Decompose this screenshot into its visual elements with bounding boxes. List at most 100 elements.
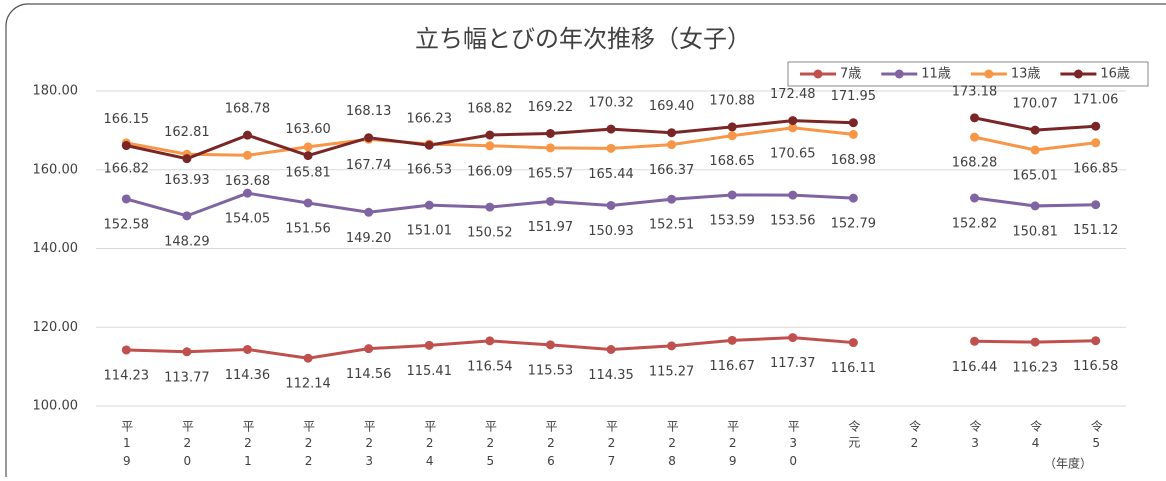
legend-label: 16歳 bbox=[1100, 67, 1130, 82]
data-label: 115.53 bbox=[528, 363, 574, 378]
data-label: 168.82 bbox=[467, 102, 513, 117]
data-label: 152.51 bbox=[649, 218, 695, 233]
point bbox=[121, 194, 131, 204]
data-label: 165.01 bbox=[1012, 169, 1058, 184]
data-label: 162.81 bbox=[164, 125, 210, 140]
point bbox=[1091, 121, 1101, 131]
data-label: 151.97 bbox=[528, 220, 574, 235]
data-label: 168.13 bbox=[346, 104, 392, 119]
point bbox=[970, 193, 980, 203]
data-label: 165.44 bbox=[588, 167, 634, 182]
x-tick-label: 令元 bbox=[847, 419, 861, 452]
y-tick-label: 120.00 bbox=[33, 320, 79, 335]
x-tick-label: 平24 bbox=[423, 420, 437, 472]
y-tick-label: 160.00 bbox=[33, 162, 79, 177]
x-tick-label: 令3 bbox=[968, 419, 982, 454]
data-label: 163.93 bbox=[164, 173, 210, 188]
point bbox=[485, 130, 495, 140]
data-label: 166.37 bbox=[649, 163, 695, 178]
data-label: 167.74 bbox=[346, 158, 392, 173]
point bbox=[667, 128, 677, 138]
point bbox=[303, 142, 313, 152]
data-label: 115.41 bbox=[406, 364, 452, 379]
data-label: 151.12 bbox=[1073, 223, 1119, 238]
x-tick-label: 令5 bbox=[1089, 419, 1103, 454]
data-label: 154.05 bbox=[225, 212, 271, 227]
data-label: 116.11 bbox=[831, 361, 877, 376]
point bbox=[364, 207, 374, 217]
x-tick-label: 平30 bbox=[786, 420, 800, 472]
point bbox=[606, 124, 616, 134]
point bbox=[545, 340, 555, 350]
x-tick-label: 平28 bbox=[665, 420, 679, 472]
data-label: 168.28 bbox=[952, 156, 998, 171]
data-label: 170.88 bbox=[709, 93, 755, 108]
x-tick-label: 平23 bbox=[362, 420, 376, 472]
point bbox=[970, 336, 980, 346]
point bbox=[1030, 145, 1040, 155]
data-label: 168.98 bbox=[831, 153, 877, 168]
x-tick-label: 平26 bbox=[544, 420, 558, 472]
data-label: 116.54 bbox=[467, 359, 513, 374]
x-tick-label: 平25 bbox=[483, 420, 497, 472]
point bbox=[848, 129, 858, 139]
data-label: 166.82 bbox=[104, 161, 150, 176]
point bbox=[848, 338, 858, 348]
point bbox=[667, 194, 677, 204]
y-tick-label: 100.00 bbox=[33, 399, 79, 414]
point bbox=[364, 344, 374, 354]
legend-label: 7歳 bbox=[840, 67, 861, 82]
data-label: 148.29 bbox=[164, 234, 210, 249]
point bbox=[606, 143, 616, 153]
point bbox=[667, 140, 677, 150]
x-tick-label: 平20 bbox=[180, 420, 194, 472]
point bbox=[242, 188, 252, 198]
point bbox=[970, 113, 980, 123]
point bbox=[1030, 125, 1040, 135]
data-label: 171.95 bbox=[831, 89, 877, 104]
legend-swatch bbox=[813, 69, 823, 79]
data-label: 115.27 bbox=[649, 364, 695, 379]
data-label: 166.15 bbox=[104, 112, 150, 127]
x-tick-label: 令4 bbox=[1029, 419, 1043, 454]
point bbox=[727, 122, 737, 132]
data-label: 150.93 bbox=[588, 224, 634, 239]
data-label: 169.40 bbox=[649, 99, 695, 114]
x-tick-label: 令2 bbox=[907, 419, 921, 454]
data-label: 116.44 bbox=[952, 360, 998, 375]
data-label: 152.82 bbox=[952, 217, 998, 232]
point bbox=[727, 190, 737, 200]
point bbox=[545, 196, 555, 206]
legend-label: 13歳 bbox=[1011, 67, 1041, 82]
point bbox=[788, 123, 798, 133]
point bbox=[727, 131, 737, 141]
point bbox=[182, 154, 192, 164]
point bbox=[242, 344, 252, 354]
point bbox=[424, 140, 434, 150]
point bbox=[121, 141, 131, 151]
point bbox=[485, 202, 495, 212]
legend-swatch bbox=[894, 69, 904, 79]
data-label: 166.85 bbox=[1073, 161, 1119, 176]
point bbox=[1030, 337, 1040, 347]
point bbox=[303, 353, 313, 363]
point bbox=[788, 190, 798, 200]
x-tick-label: 平22 bbox=[302, 420, 316, 472]
data-label: 171.06 bbox=[1073, 93, 1119, 108]
data-label: 114.23 bbox=[104, 368, 150, 383]
data-label: 152.79 bbox=[831, 217, 877, 232]
frame bbox=[5, 3, 1166, 481]
point bbox=[848, 118, 858, 128]
x-tick-label: 平21 bbox=[241, 420, 255, 472]
data-label: 166.23 bbox=[406, 112, 452, 127]
point bbox=[727, 335, 737, 345]
point bbox=[303, 151, 313, 161]
point bbox=[970, 132, 980, 142]
point bbox=[1091, 336, 1101, 346]
point bbox=[121, 345, 131, 355]
chart-title: 立ち幅とびの年次推移（女子） bbox=[415, 25, 751, 53]
point bbox=[606, 200, 616, 210]
x-tick-label: 平29 bbox=[726, 420, 740, 472]
data-label: 151.56 bbox=[285, 221, 331, 236]
